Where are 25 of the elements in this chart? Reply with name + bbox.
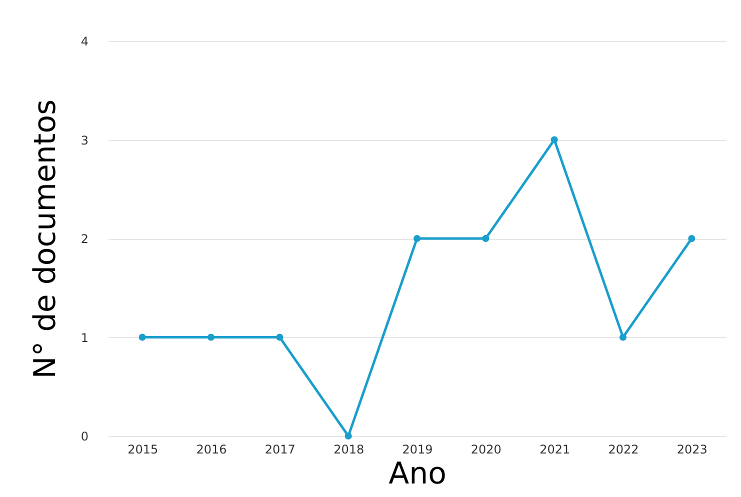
- point: [276, 334, 284, 341]
- point: [688, 234, 696, 242]
- y-tick-label: 0: [80, 430, 88, 444]
- point: [207, 334, 215, 341]
- x-tick-label: 2018: [334, 442, 364, 456]
- y-tick-label: 2: [80, 232, 88, 246]
- point: [619, 334, 627, 341]
- x-tick-label: 2020: [470, 442, 502, 456]
- x-tick-label: 2015: [128, 442, 158, 456]
- y-tick-label: 3: [80, 133, 88, 148]
- point: [138, 334, 146, 341]
- y-tick-label: 4: [80, 34, 88, 48]
- point: [550, 136, 558, 144]
- point: [482, 234, 490, 242]
- x-tick-label: 2023: [676, 442, 708, 456]
- point: [413, 234, 421, 242]
- x-tick-label: 2017: [264, 442, 296, 456]
- x-tick-label: 2022: [608, 442, 639, 456]
- x-tick-label: 2021: [540, 442, 570, 456]
- x-axis-title: Ano: [388, 456, 446, 492]
- point: [344, 432, 352, 440]
- x-tick-label: 2016: [196, 442, 227, 456]
- x-tick-label: 2019: [402, 442, 433, 456]
- y-tick-label: 1: [80, 330, 88, 345]
- y-axis-title: N° de documentos: [28, 99, 63, 379]
